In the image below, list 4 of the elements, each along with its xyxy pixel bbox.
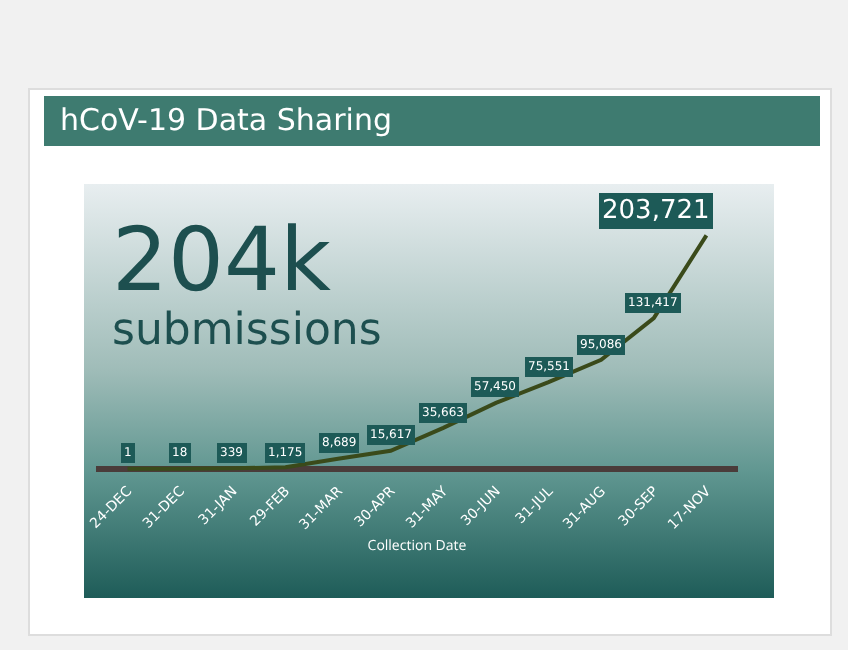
chart-title: hCoV-19 Data Sharing	[44, 96, 820, 146]
annotation: submissions	[112, 306, 382, 356]
data-label: 203,721	[602, 196, 710, 226]
annotation: 204k	[112, 210, 332, 312]
